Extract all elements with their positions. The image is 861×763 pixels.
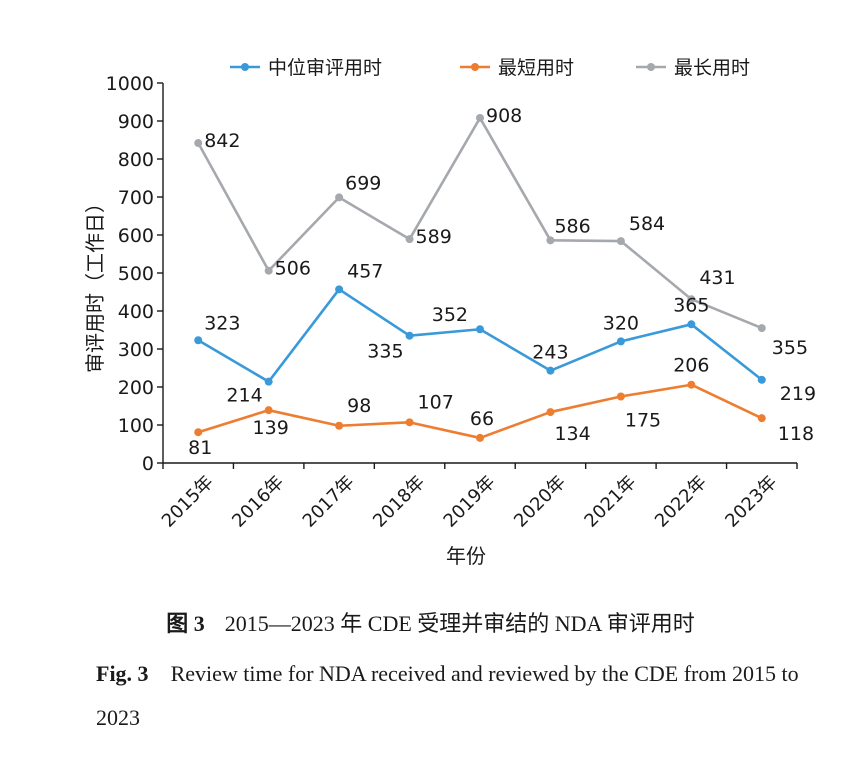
caption-en-label: Fig. 3	[96, 661, 149, 686]
point-max	[476, 113, 484, 122]
data-label-min: 107	[418, 391, 454, 413]
y-tick-label: 700	[118, 187, 154, 209]
legend-label-min: 最短用时	[498, 57, 574, 79]
point-min	[194, 428, 203, 437]
x-tick-label: 2020年	[510, 472, 570, 532]
caption-zh-label: 图 3	[166, 611, 205, 636]
caption-en-text: Review time for NDA received and reviewe…	[96, 661, 799, 730]
y-tick-label: 100	[118, 415, 154, 437]
point-max	[405, 235, 414, 244]
point-max	[194, 139, 203, 148]
point-median	[335, 285, 344, 294]
point-max	[687, 295, 696, 304]
point-min	[616, 392, 625, 401]
point-min	[405, 418, 414, 427]
point-median	[405, 331, 414, 340]
data-label-min: 118	[778, 423, 814, 445]
data-label-min: 98	[347, 395, 371, 417]
data-label-max: 431	[699, 267, 735, 289]
data-label-median: 335	[367, 341, 403, 363]
data-label-median: 214	[226, 385, 262, 407]
point-median	[194, 336, 203, 345]
point-max	[546, 236, 555, 245]
y-tick-label: 0	[142, 453, 154, 475]
data-label-min: 206	[673, 355, 709, 377]
y-axis-title: 审评用时（工作日）	[83, 193, 107, 373]
point-max	[264, 266, 273, 275]
point-min	[476, 433, 484, 442]
y-tick-label: 400	[118, 301, 154, 323]
data-label-max: 586	[554, 215, 590, 237]
data-label-median: 320	[603, 312, 639, 334]
y-tick-label: 1000	[106, 73, 154, 95]
data-label-min: 81	[188, 437, 212, 459]
point-min	[264, 406, 273, 415]
x-tick-label: 2016年	[228, 472, 288, 532]
point-median	[757, 375, 766, 384]
chart-legend: 中位审评用时 最短用时 最长用时	[230, 57, 750, 79]
data-label-max: 584	[629, 213, 665, 235]
y-axis: 0 100 200 300 400 500 600 700 800 900 1000	[106, 73, 164, 475]
data-label-max: 908	[486, 105, 522, 127]
point-max	[757, 324, 766, 333]
y-tick-label: 600	[118, 225, 154, 247]
data-label-median: 323	[204, 312, 240, 334]
point-median	[687, 320, 696, 329]
point-median	[476, 325, 484, 334]
y-tick-label: 500	[118, 263, 154, 285]
data-label-min: 139	[253, 417, 289, 439]
chart-series	[194, 113, 766, 442]
data-label-max: 506	[275, 258, 311, 280]
y-tick-label: 200	[118, 377, 154, 399]
point-min	[687, 380, 696, 389]
x-axis: 2015年 2016年 2017年 2018年 2019年 2020年 2021年 2022年…	[158, 462, 798, 532]
legend-marker-median	[241, 63, 249, 71]
legend-marker-max	[647, 63, 655, 71]
x-tick-label: 2019年	[440, 472, 500, 532]
x-tick-label: 2017年	[299, 472, 359, 532]
data-label-min: 175	[625, 410, 661, 432]
data-label-median: 243	[532, 342, 568, 364]
point-median	[264, 377, 273, 386]
data-label-median: 365	[673, 294, 709, 316]
data-labels: 323 214 457 335 352 243 320 365 219 81 139 98 107 66 1…	[188, 105, 816, 459]
x-tick-label: 2022年	[651, 472, 711, 532]
line-chart: 中位审评用时 最短用时 最长用时 0 100 200 300 400 500 600 700 800…	[83, 57, 816, 568]
point-min	[757, 414, 766, 423]
y-tick-label: 300	[118, 339, 154, 361]
point-max	[335, 193, 344, 202]
y-tick-label: 800	[118, 149, 154, 171]
point-min	[546, 408, 555, 417]
y-tick-label: 900	[118, 111, 154, 133]
caption-chinese: 图 3 2015—2023 年 CDE 受理并审结的 NDA 审评用时	[0, 606, 861, 638]
x-tick-label: 2015年	[158, 472, 218, 532]
data-label-min: 134	[554, 423, 590, 445]
legend-label-max: 最长用时	[674, 57, 750, 79]
data-label-median: 352	[432, 304, 468, 326]
point-max	[616, 237, 625, 246]
x-axis-title: 年份	[446, 544, 486, 568]
x-tick-label: 2021年	[580, 472, 640, 532]
data-label-min: 66	[470, 408, 494, 430]
caption-zh-text: 2015—2023 年 CDE 受理并审结的 NDA 审评用时	[224, 611, 695, 636]
data-label-median: 457	[347, 260, 383, 282]
x-tick-label: 2023年	[721, 472, 781, 532]
point-min	[335, 421, 344, 430]
data-label-max: 842	[204, 130, 240, 152]
data-label-median: 219	[780, 383, 816, 405]
caption-english: Fig. 3 Review time for NDA received and r…	[96, 652, 816, 740]
data-label-max: 699	[345, 172, 381, 194]
point-median	[616, 337, 625, 346]
legend-label-median: 中位审评用时	[268, 57, 382, 79]
legend-marker-min	[471, 63, 479, 71]
data-label-max: 589	[416, 226, 452, 248]
x-tick-label: 2018年	[369, 472, 429, 532]
data-label-max: 355	[772, 337, 808, 359]
point-median	[546, 366, 555, 375]
